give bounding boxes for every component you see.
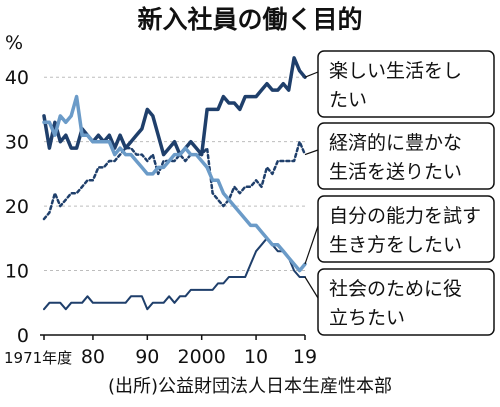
- series-label-layer: 楽しい生活をしたい経済的に豊かな生活を送りたい自分の能力を試す生き方をしたい社会…: [304, 50, 495, 336]
- x-tick-label: 80: [81, 346, 105, 368]
- y-unit-label: %: [5, 32, 23, 54]
- grid-layer: [40, 76, 305, 336]
- y-tick-label: 0: [17, 325, 29, 347]
- series-label-text: 社会のために役: [329, 278, 462, 300]
- series-line: [43, 237, 306, 311]
- y-tick-label: 20: [5, 196, 29, 218]
- label-leader-line: [304, 276, 319, 299]
- y-tick-label: 40: [5, 67, 29, 89]
- x-tick-label: 90: [135, 346, 159, 368]
- label-leader-line: [304, 149, 319, 156]
- series-line: [42, 56, 307, 157]
- series-label-text: 生き方をしたい: [329, 234, 462, 256]
- label-leader-line: [304, 225, 319, 265]
- chart-title: 新入社員の働く目的: [137, 5, 362, 34]
- series-label-text: たい: [329, 89, 367, 111]
- series-line: [42, 140, 307, 221]
- x-tick-label: 19: [293, 346, 317, 368]
- series-label-text: 自分の能力を試す: [329, 205, 481, 227]
- series-layer: [42, 56, 307, 311]
- series-label-box: [317, 268, 495, 336]
- series-label-text: 生活を送りたい: [329, 161, 462, 183]
- source-note: (出所)公益財団法人日本生産性本部: [108, 376, 392, 397]
- series-label-text: 経済的に豊かな: [329, 132, 462, 154]
- series-label-box: [317, 122, 495, 190]
- y-tick-label: 10: [5, 261, 29, 283]
- series-label-box: [317, 50, 495, 118]
- y-tick-label: 30: [5, 132, 29, 154]
- series-label-text: 楽しい生活をし: [329, 60, 462, 82]
- x-tick-layer: 1971年度 80 90 2000 10 19: [4, 335, 317, 368]
- y-tick-layer: 0 10 20 30 40: [5, 67, 29, 347]
- series-label-box: [317, 195, 495, 263]
- series-line: [42, 94, 307, 273]
- x-tick-label: 1971年度: [4, 349, 72, 367]
- series-label-text: 立ちたい: [329, 307, 405, 329]
- label-leader-line: [304, 71, 319, 78]
- x-tick-label: 10: [244, 346, 268, 368]
- x-tick-label: 2000: [178, 346, 226, 368]
